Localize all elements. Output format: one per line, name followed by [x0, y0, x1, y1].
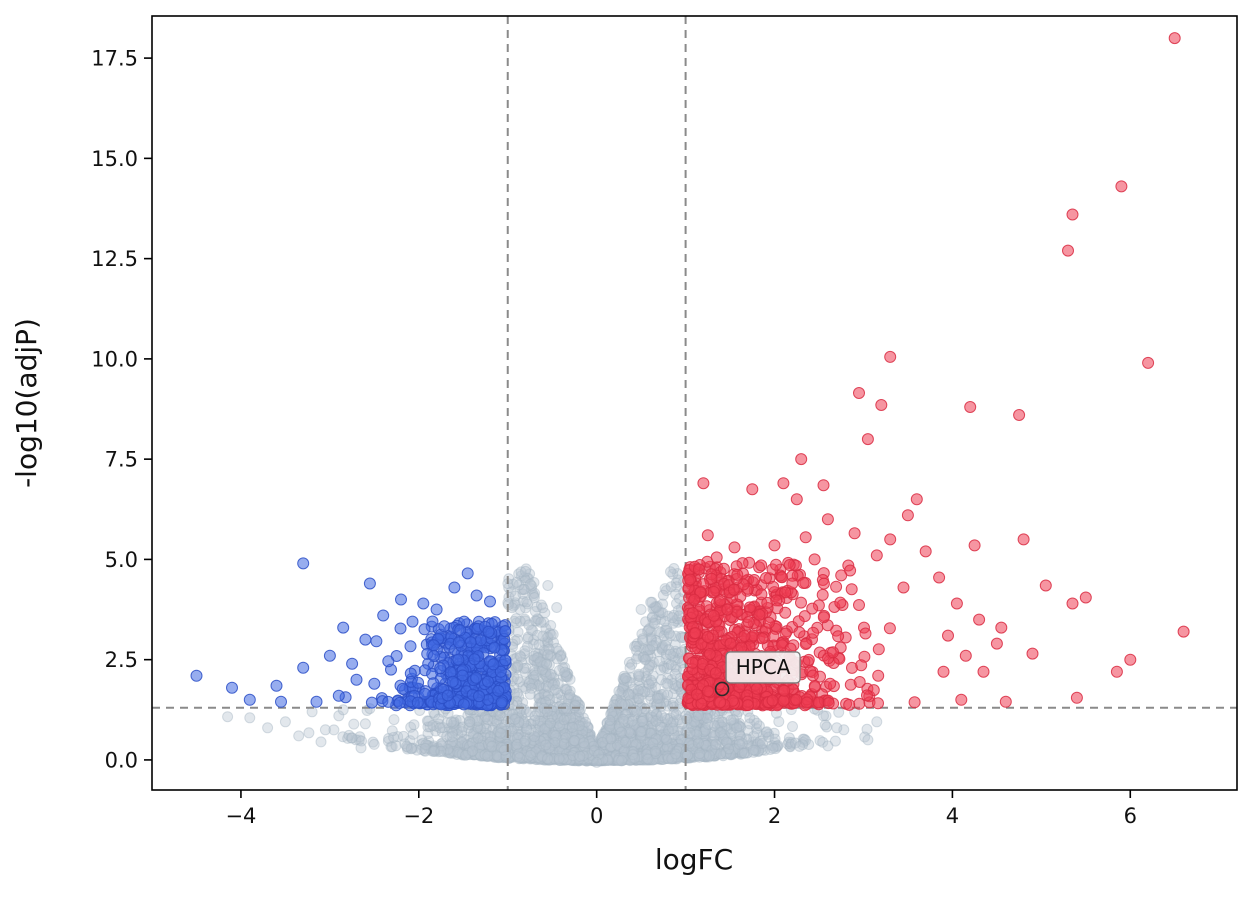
svg-text:4: 4 — [946, 804, 959, 828]
x-axis-label: logFC — [655, 843, 733, 876]
svg-text:2.5: 2.5 — [105, 648, 138, 672]
svg-text:7.5: 7.5 — [105, 448, 138, 472]
svg-text:17.5: 17.5 — [91, 47, 138, 71]
svg-text:0.0: 0.0 — [105, 748, 138, 772]
svg-text:12.5: 12.5 — [91, 247, 138, 271]
downregulated-points-layer — [190, 557, 512, 712]
annotated-point-marker — [714, 681, 730, 697]
y-axis-label: -log10(adjP) — [10, 318, 43, 488]
svg-text:−2: −2 — [403, 804, 434, 828]
gene-annotation: HPCA — [714, 651, 801, 697]
nonsignificant-points-layer — [222, 563, 883, 768]
gene-label: HPCA — [736, 655, 791, 679]
svg-text:−4: −4 — [225, 804, 256, 828]
svg-text:10.0: 10.0 — [91, 347, 138, 371]
svg-text:0: 0 — [590, 804, 603, 828]
axes: −4 −2 0 2 4 6 0.0 2.5 5.0 7.5 10.0 12.5 15.0 17.5 — [91, 15, 1238, 828]
gene-label-box — [725, 651, 801, 684]
svg-text:2: 2 — [768, 804, 781, 828]
svg-text:5.0: 5.0 — [105, 548, 138, 572]
svg-text:15.0: 15.0 — [91, 147, 138, 171]
svg-text:6: 6 — [1124, 804, 1137, 828]
